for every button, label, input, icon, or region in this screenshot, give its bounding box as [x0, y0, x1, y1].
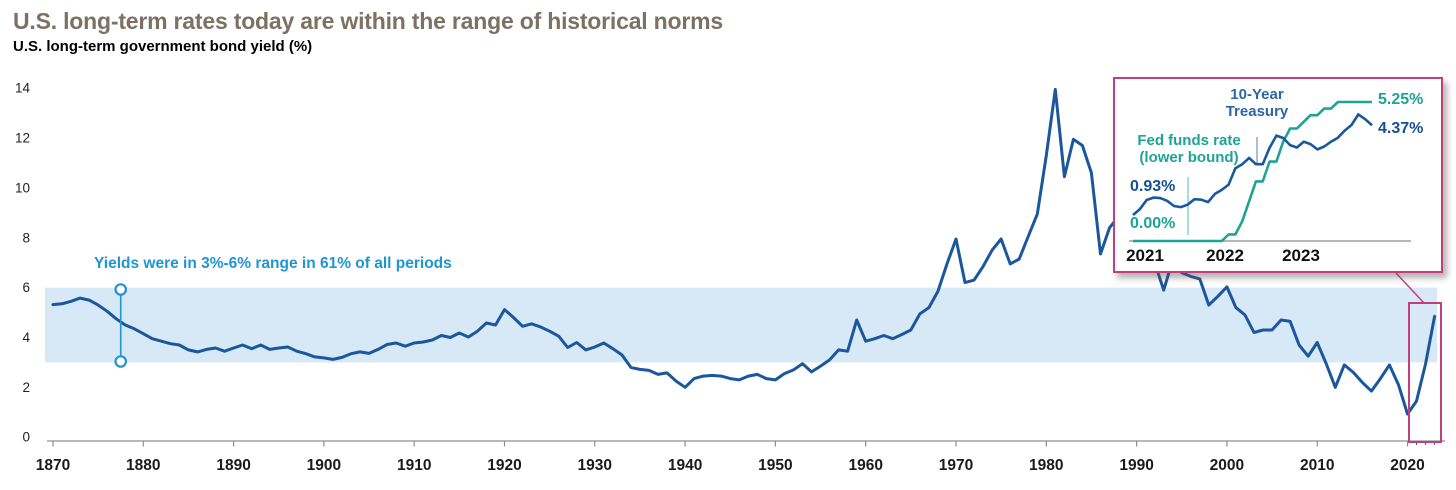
- x-axis-label: 1960: [848, 457, 882, 474]
- inset-x-axis-label: 2022: [1206, 246, 1244, 265]
- x-axis-label: 2010: [1300, 457, 1334, 474]
- y-axis-label: 12: [15, 131, 30, 146]
- x-axis-label: 1930: [578, 457, 612, 474]
- x-axis-label: 1980: [1029, 457, 1063, 474]
- x-axis-label: 1940: [668, 457, 702, 474]
- x-axis-label: 1950: [758, 457, 792, 474]
- x-axis-label: 1970: [939, 457, 973, 474]
- x-axis-label: 1920: [487, 457, 521, 474]
- y-axis-label: 8: [22, 230, 30, 245]
- x-axis-label: 2000: [1210, 457, 1244, 474]
- band-marker-bottom-circle: [116, 356, 126, 366]
- band-annotation-text: Yields were in 3%-6% range in 61% of all…: [94, 255, 452, 273]
- treasury-end-value: 4.37%: [1378, 120, 1423, 138]
- inset-chart: 2021 2022 2023 10-Year Treasury Fed funds …: [1113, 77, 1443, 273]
- x-axis-label: 1890: [216, 457, 250, 474]
- y-axis-label: 2: [22, 380, 30, 395]
- y-axis-label: 10: [15, 180, 30, 195]
- x-axis-label: 2020: [1390, 457, 1424, 474]
- y-axis-label: 4: [22, 330, 30, 345]
- inset-fedfunds-label: Fed funds rate (lower bound): [1124, 133, 1254, 167]
- fedfunds-end-value: 5.25%: [1378, 91, 1423, 109]
- fedfunds-start-value: 0.00%: [1130, 215, 1175, 233]
- treasury-start-value: 0.93%: [1130, 178, 1175, 196]
- inset-x-axis-label: 2023: [1282, 246, 1320, 265]
- band-marker-top-circle: [116, 284, 126, 294]
- y-axis-label: 14: [15, 81, 31, 96]
- y-axis-label: 6: [22, 280, 30, 295]
- x-axis-label: 1990: [1119, 457, 1153, 474]
- inset-x-axis-label: 2021: [1126, 246, 1164, 265]
- x-axis-label: 1910: [397, 457, 431, 474]
- x-axis-label: 1870: [36, 457, 70, 474]
- inset-treasury-label: 10-Year Treasury: [1220, 87, 1294, 121]
- x-axis-label: 1880: [126, 457, 160, 474]
- y-axis-label: 0: [22, 430, 30, 445]
- x-axis-label: 1900: [307, 457, 341, 474]
- yield-range-band: [45, 288, 1437, 363]
